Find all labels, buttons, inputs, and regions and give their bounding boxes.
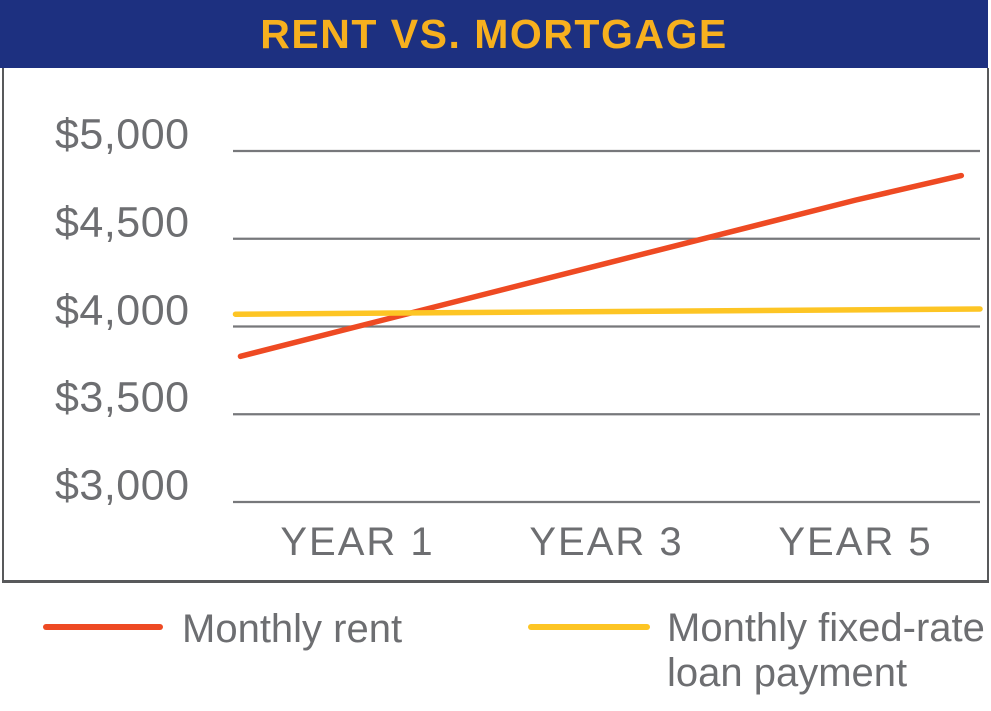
legend-label-monthly-rent: Monthly rent: [182, 607, 403, 651]
y-axis-label: $4,000: [55, 286, 190, 334]
y-axis-label: $4,500: [55, 198, 190, 247]
legend-swatch-loan-payment: [528, 624, 650, 630]
x-axis-label: YEAR 3: [529, 520, 684, 564]
y-axis-label: $3,000: [55, 461, 190, 510]
y-axis-label: $5,000: [55, 110, 190, 159]
x-axis-label: YEAR 1: [280, 520, 435, 564]
x-axis-label: YEAR 5: [778, 520, 933, 564]
chart-title: RENT VS. MORTGAGE: [260, 10, 728, 57]
legend-label-loan-payment: Monthly fixed-rate loan payment: [667, 606, 985, 695]
header-bar: RENT VS. MORTGAGE: [0, 0, 988, 68]
legend-swatch-monthly-rent: [43, 624, 163, 630]
y-axis-label: $3,500: [55, 373, 190, 422]
